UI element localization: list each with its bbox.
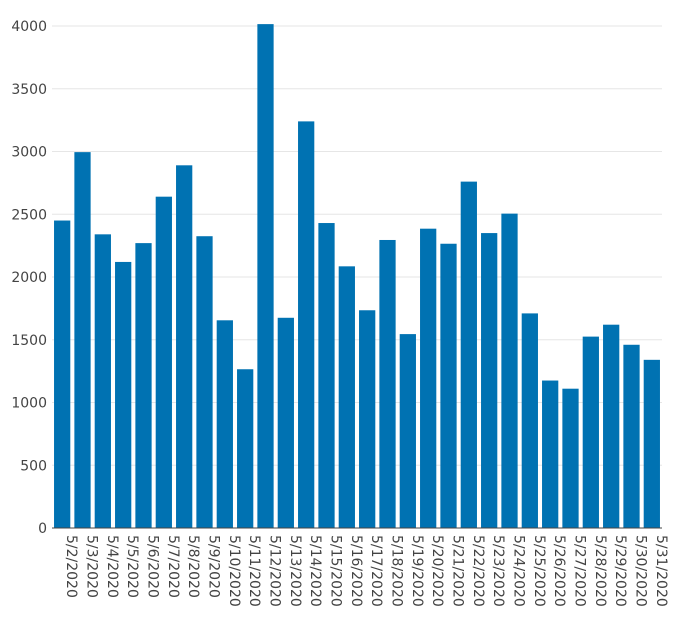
- y-tick-label: 3500: [11, 82, 47, 98]
- bar: [542, 380, 559, 528]
- bar: [643, 359, 660, 528]
- x-tick-label: 5/31/2020: [653, 535, 669, 607]
- x-tick-label: 5/2/2020: [63, 535, 79, 598]
- bar: [603, 324, 620, 528]
- x-tick-label: 5/29/2020: [612, 535, 628, 607]
- bar: [135, 243, 152, 529]
- bar: [196, 236, 213, 528]
- x-tick-label: 5/18/2020: [389, 535, 405, 607]
- bar: [460, 181, 477, 528]
- bar: [74, 152, 91, 528]
- y-tick-label: 0: [38, 521, 47, 537]
- bars: [54, 24, 660, 529]
- bar: [420, 228, 437, 528]
- bar: [54, 220, 71, 528]
- y-tick-label: 2500: [11, 207, 47, 223]
- x-tick-label: 5/26/2020: [551, 535, 567, 607]
- bar: [379, 239, 396, 529]
- x-tick-label: 5/22/2020: [470, 535, 486, 607]
- y-tick-label: 4000: [11, 19, 47, 35]
- x-tick-label: 5/12/2020: [267, 535, 283, 607]
- y-tick-label: 2000: [11, 270, 47, 286]
- x-tick-label: 5/14/2020: [307, 535, 323, 607]
- bar: [216, 320, 233, 528]
- bar: [298, 121, 315, 528]
- bar: [359, 310, 376, 528]
- y-axis-tick-labels: 0 500 1000 1500 2000 2500 3000 3500 4000: [11, 19, 47, 537]
- x-tick-label: 5/13/2020: [287, 535, 303, 607]
- x-tick-label: 5/10/2020: [226, 535, 242, 607]
- bar: [501, 213, 518, 528]
- x-tick-label: 5/9/2020: [206, 535, 222, 598]
- bar: [562, 388, 579, 528]
- x-tick-label: 5/3/2020: [84, 535, 100, 598]
- y-tick-label: 1500: [11, 333, 47, 349]
- bar: [440, 243, 457, 528]
- bar: [582, 336, 599, 528]
- x-tick-label: 5/8/2020: [185, 535, 201, 598]
- bar: [623, 344, 640, 528]
- y-tick-label: 1000: [11, 396, 47, 412]
- x-axis-tick-labels: 5/2/2020 5/3/2020 5/4/2020 5/5/2020 5/6/2020…: [63, 535, 669, 607]
- x-tick-label: 5/6/2020: [145, 535, 161, 598]
- x-tick-label: 5/30/2020: [633, 535, 649, 607]
- y-tick-label: 500: [20, 458, 47, 474]
- x-tick-label: 5/7/2020: [165, 535, 181, 598]
- x-tick-label: 5/5/2020: [124, 535, 140, 598]
- bar: [94, 234, 111, 528]
- x-tick-label: 5/23/2020: [490, 535, 506, 607]
- bar: [257, 24, 274, 529]
- bar: [115, 261, 132, 528]
- bar: [277, 317, 294, 528]
- bar: [176, 165, 193, 528]
- bar: [318, 223, 335, 528]
- grid-lines: [52, 25, 662, 466]
- bar: [237, 369, 254, 528]
- x-tick-label: 5/27/2020: [572, 535, 588, 607]
- x-tick-label: 5/25/2020: [531, 535, 547, 607]
- bar: [521, 313, 538, 528]
- x-tick-label: 5/20/2020: [429, 535, 445, 607]
- x-tick-label: 5/28/2020: [592, 535, 608, 607]
- x-tick-label: 5/17/2020: [368, 535, 384, 607]
- x-tick-label: 5/4/2020: [104, 535, 120, 598]
- x-tick-label: 5/16/2020: [348, 535, 364, 607]
- x-tick-label: 5/11/2020: [246, 535, 262, 607]
- bar: [338, 266, 355, 528]
- x-tick-label: 5/21/2020: [450, 535, 466, 607]
- y-tick-label: 3000: [11, 145, 47, 161]
- bar: [155, 196, 172, 528]
- bar: [481, 233, 498, 528]
- bar: [399, 334, 416, 528]
- x-tick-label: 5/24/2020: [511, 535, 527, 607]
- x-tick-label: 5/15/2020: [328, 535, 344, 607]
- x-tick-label: 5/19/2020: [409, 535, 425, 607]
